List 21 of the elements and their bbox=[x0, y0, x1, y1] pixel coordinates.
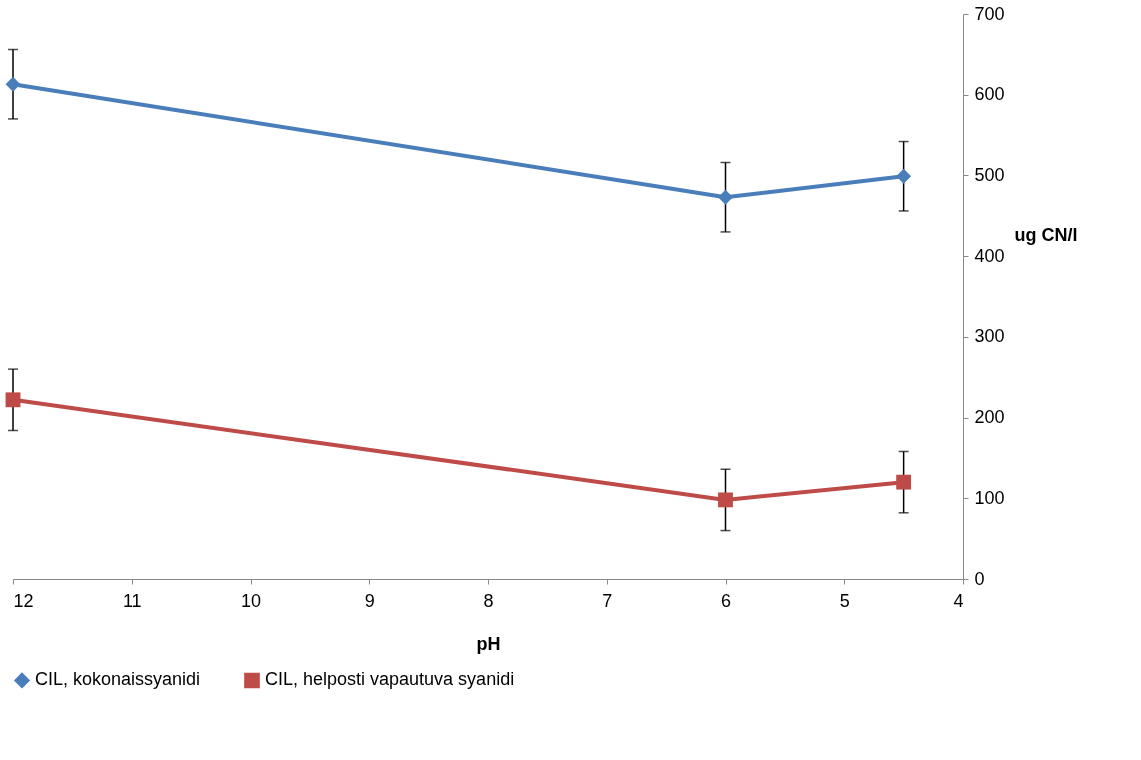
x-tick-label: 5 bbox=[839, 590, 850, 611]
x-tick-label: 10 bbox=[240, 590, 262, 611]
x-tick-label: 6 bbox=[720, 590, 732, 611]
x-tick-label: 8 bbox=[483, 590, 494, 611]
x-axis-title: pH bbox=[476, 633, 501, 654]
x-tick-label: 11 bbox=[122, 590, 142, 611]
x-tick-label: 4 bbox=[953, 590, 964, 611]
legend-label: CIL, kokonaissyanidi bbox=[35, 669, 201, 690]
y-tick-label: 700 bbox=[974, 3, 1005, 24]
y-tick-label: 0 bbox=[974, 568, 985, 589]
x-tick-label: 9 bbox=[364, 590, 375, 611]
y-tick-label: 500 bbox=[974, 164, 1005, 185]
x-tick-label: 7 bbox=[602, 590, 613, 611]
y-axis-title: ug CN/l bbox=[1014, 224, 1078, 245]
y-tick-label: 300 bbox=[974, 326, 1005, 347]
x-tick-label: 12 bbox=[13, 590, 34, 611]
y-tick-label: 400 bbox=[974, 245, 1005, 266]
y-tick-label: 200 bbox=[974, 407, 1005, 428]
y-tick-label: 100 bbox=[974, 487, 1005, 508]
legend-label: CIL, helposti vapautuva syanidi bbox=[265, 669, 515, 690]
y-tick-label: 600 bbox=[974, 84, 1005, 105]
